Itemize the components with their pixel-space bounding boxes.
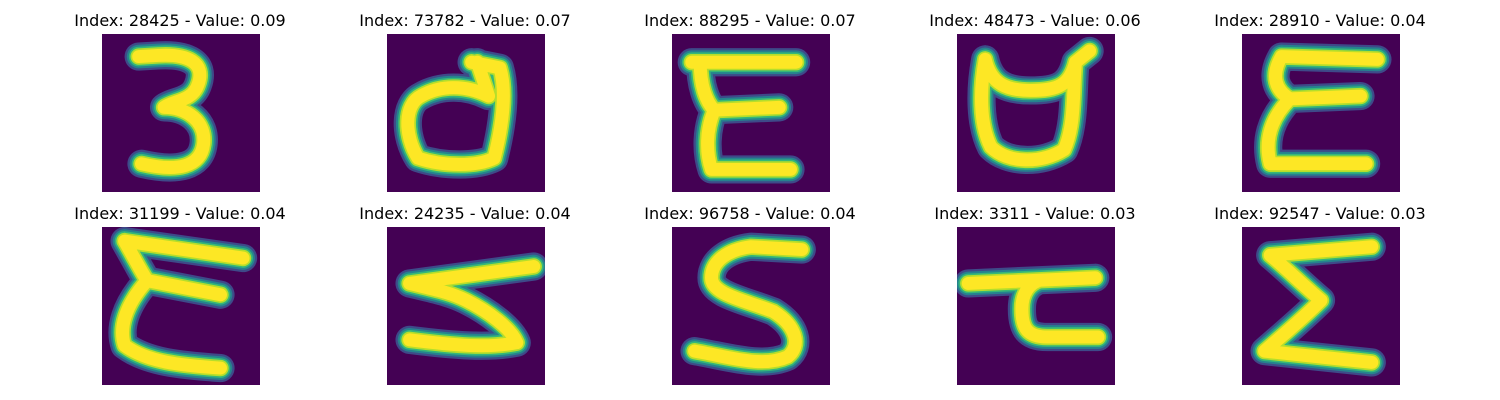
sideways-three-glyph	[403, 260, 541, 353]
panel-title: Index: 3311 - Value: 0.03	[934, 204, 1136, 223]
image-panel: Index: 96758 - Value: 0.04	[600, 193, 900, 386]
digit-image	[102, 34, 260, 192]
digit-image	[387, 227, 545, 385]
panel-title: Index: 28425 - Value: 0.09	[74, 11, 286, 30]
digit-image	[1242, 34, 1400, 192]
panel-title: Index: 88295 - Value: 0.07	[644, 11, 856, 30]
three-glyph	[132, 48, 211, 175]
image-panel: Index: 73782 - Value: 0.07	[315, 0, 615, 193]
digit-image	[672, 34, 830, 192]
digit-image	[102, 227, 260, 385]
image-panel: Index: 31199 - Value: 0.04	[30, 193, 330, 386]
digit-image	[1242, 227, 1400, 385]
five-glyph	[688, 240, 809, 369]
panel-title: Index: 28910 - Value: 0.04	[1214, 11, 1426, 30]
digit-image	[387, 34, 545, 192]
digit-image	[957, 34, 1115, 192]
epsilon-glyph	[1261, 50, 1384, 171]
panel-title: Index: 73782 - Value: 0.07	[359, 11, 571, 30]
panel-title: Index: 92547 - Value: 0.03	[1214, 204, 1426, 223]
panel-title: Index: 48473 - Value: 0.06	[929, 11, 1141, 30]
epsilon-glyph	[685, 55, 803, 176]
image-panel: Index: 24235 - Value: 0.04	[315, 193, 615, 386]
sigma-glyph	[1258, 240, 1379, 369]
epsilon-glyph	[116, 234, 250, 375]
image-panel: Index: 48473 - Value: 0.06	[885, 0, 1185, 193]
panel-title: Index: 24235 - Value: 0.04	[359, 204, 571, 223]
image-panel: Index: 92547 - Value: 0.03	[1170, 193, 1470, 386]
image-panel: Index: 28910 - Value: 0.04	[1170, 0, 1470, 193]
cup-glyph	[975, 44, 1097, 167]
digit-image	[672, 227, 830, 385]
tau-glyph	[961, 271, 1105, 344]
panel-title: Index: 31199 - Value: 0.04	[74, 204, 286, 223]
image-panel: Index: 88295 - Value: 0.07	[600, 0, 900, 193]
digit-image	[957, 227, 1115, 385]
image-panel: Index: 28425 - Value: 0.09	[30, 0, 330, 193]
panel-title: Index: 96758 - Value: 0.04	[644, 204, 856, 223]
image-panel: Index: 3311 - Value: 0.03	[885, 193, 1185, 386]
d-loop-glyph	[401, 55, 510, 171]
